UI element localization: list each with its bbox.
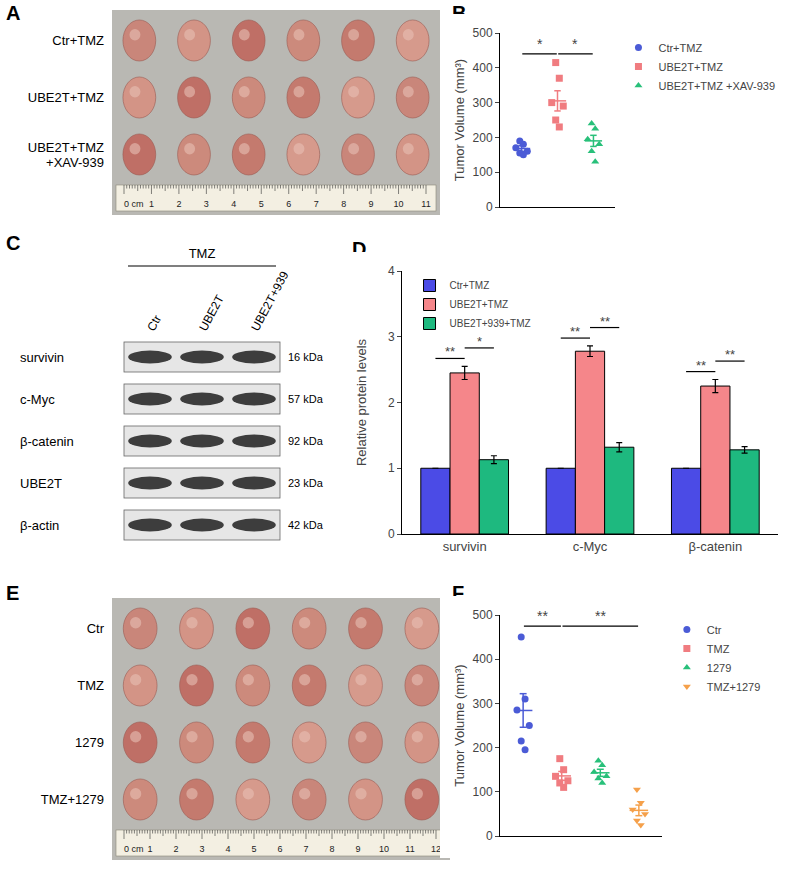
svg-text:3: 3: [204, 199, 209, 209]
svg-text:survivin: survivin: [20, 350, 64, 365]
svg-text:6: 6: [286, 199, 291, 209]
svg-text:5: 5: [259, 199, 264, 209]
html-text:B: B: [452, 2, 467, 24]
svg-text:Tumor Volume (mm³): Tumor Volume (mm³): [452, 664, 467, 786]
html-text:E: E: [6, 582, 20, 604]
svg-text:*: *: [537, 36, 543, 52]
svg-text:Ctr: Ctr: [707, 624, 722, 636]
svg-text:**: **: [570, 324, 580, 339]
svg-text:TMZ: TMZ: [189, 246, 216, 261]
svg-text:2: 2: [388, 396, 395, 410]
svg-text:UBE2T+TMZ +XAV-939: UBE2T+TMZ +XAV-939: [658, 80, 775, 92]
svg-text:100: 100: [473, 165, 493, 179]
svg-text:Ctr: Ctr: [144, 313, 164, 334]
svg-text:1279: 1279: [75, 735, 104, 750]
svg-text:TMZ: TMZ: [77, 678, 104, 693]
svg-text:200: 200: [473, 131, 493, 145]
svg-text:TMZ+1279: TMZ+1279: [707, 681, 761, 693]
svg-text:c-Myc: c-Myc: [20, 392, 55, 407]
svg-text:TMZ+1279: TMZ+1279: [41, 792, 104, 807]
svg-text:2: 2: [176, 199, 181, 209]
svg-text:12: 12: [431, 844, 441, 854]
html-text:D: D: [352, 238, 367, 260]
svg-text:**: **: [600, 314, 610, 329]
svg-text:UBE2T+TMZ: UBE2T+TMZ: [658, 61, 723, 73]
svg-text:10: 10: [394, 199, 404, 209]
svg-text:11: 11: [421, 199, 430, 209]
svg-text:300: 300: [473, 96, 493, 110]
html-text:F: F: [452, 582, 465, 604]
svg-text:500: 500: [473, 608, 493, 622]
svg-text:0: 0: [486, 829, 493, 843]
svg-text:Ctr+TMZ: Ctr+TMZ: [450, 280, 490, 291]
svg-text:Ctr: Ctr: [87, 621, 105, 636]
svg-text:4: 4: [225, 844, 230, 854]
svg-text:*: *: [572, 36, 578, 52]
svg-text:23 kDa: 23 kDa: [288, 477, 324, 489]
svg-text:400: 400: [473, 61, 493, 75]
svg-text:8: 8: [341, 199, 346, 209]
svg-text:1: 1: [147, 844, 152, 854]
svg-text:β-actin: β-actin: [20, 518, 59, 533]
svg-text:UBE2T+TMZ: UBE2T+TMZ: [28, 90, 104, 105]
svg-text:Relative protein levels: Relative protein levels: [354, 338, 369, 466]
svg-text:TMZ: TMZ: [707, 643, 730, 655]
svg-text:4: 4: [388, 264, 395, 278]
svg-text:1: 1: [149, 199, 154, 209]
svg-text:500: 500: [473, 26, 493, 40]
svg-text:0 cm: 0 cm: [124, 844, 144, 854]
svg-text:11: 11: [405, 844, 414, 854]
svg-text:1: 1: [388, 461, 395, 475]
svg-text:3: 3: [199, 844, 204, 854]
svg-text:10: 10: [379, 844, 389, 854]
svg-text:100: 100: [473, 785, 493, 799]
svg-text:9: 9: [369, 199, 374, 209]
svg-text:7: 7: [303, 844, 308, 854]
svg-text:UBE2T+TMZ: UBE2T+TMZ: [450, 299, 509, 310]
svg-text:UBE2T: UBE2T: [196, 292, 227, 333]
svg-text:4: 4: [231, 199, 236, 209]
svg-text:β-catenin: β-catenin: [20, 434, 74, 449]
svg-text:3: 3: [388, 330, 395, 344]
svg-text:300: 300: [473, 697, 493, 711]
svg-text:UBE2T: UBE2T: [20, 476, 62, 491]
svg-text:UBE2T+939+TMZ: UBE2T+939+TMZ: [450, 318, 531, 329]
svg-text:1279: 1279: [707, 662, 731, 674]
svg-text:UBE2T+TMZ+XAV-939: UBE2T+TMZ+XAV-939: [28, 140, 104, 170]
svg-text:92 kDa: 92 kDa: [288, 435, 324, 447]
svg-text:survivin: survivin: [443, 539, 487, 554]
svg-text:0 cm: 0 cm: [124, 199, 144, 209]
svg-text:Ctr+TMZ: Ctr+TMZ: [52, 33, 104, 48]
svg-text:Tumor Volume (mm³): Tumor Volume (mm³): [452, 59, 467, 181]
svg-text:**: **: [595, 608, 606, 624]
svg-text:Ctr+TMZ: Ctr+TMZ: [658, 42, 702, 54]
svg-text:**: **: [537, 608, 548, 624]
svg-text:0: 0: [388, 527, 395, 541]
svg-text:2: 2: [173, 844, 178, 854]
svg-text:c-Myc: c-Myc: [573, 539, 608, 554]
svg-text:UBE2T+939: UBE2T+939: [248, 269, 291, 334]
svg-text:**: **: [725, 347, 735, 362]
svg-text:**: **: [445, 344, 455, 359]
svg-text:8: 8: [329, 844, 334, 854]
svg-text:42 kDa: 42 kDa: [288, 519, 324, 531]
svg-text:6: 6: [277, 844, 282, 854]
svg-text:5: 5: [251, 844, 256, 854]
svg-text:*: *: [477, 334, 482, 349]
svg-text:16 kDa: 16 kDa: [288, 351, 324, 363]
svg-text:400: 400: [473, 652, 493, 666]
svg-text:**: **: [696, 358, 706, 373]
svg-text:57 kDa: 57 kDa: [288, 393, 324, 405]
html-text:A: A: [6, 2, 21, 24]
svg-text:7: 7: [314, 199, 319, 209]
html-text:C: C: [6, 232, 21, 254]
svg-text:0: 0: [486, 200, 493, 214]
svg-text:200: 200: [473, 741, 493, 755]
svg-text:9: 9: [355, 844, 360, 854]
svg-text:β-catenin: β-catenin: [688, 539, 742, 554]
